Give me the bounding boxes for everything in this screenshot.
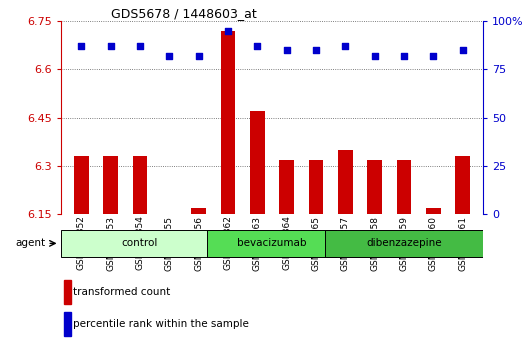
Point bbox=[224, 28, 232, 34]
Bar bbox=[397, 160, 411, 214]
Bar bbox=[221, 31, 235, 214]
Bar bbox=[426, 208, 440, 214]
Text: agent: agent bbox=[15, 238, 45, 249]
Point bbox=[341, 44, 350, 49]
FancyBboxPatch shape bbox=[325, 230, 483, 257]
Text: bevacizumab: bevacizumab bbox=[237, 238, 307, 249]
FancyBboxPatch shape bbox=[61, 230, 219, 257]
Bar bbox=[338, 150, 353, 214]
Point bbox=[400, 53, 408, 59]
Point bbox=[194, 53, 203, 59]
FancyBboxPatch shape bbox=[208, 230, 336, 257]
Bar bbox=[103, 156, 118, 214]
Text: GDS5678 / 1448603_at: GDS5678 / 1448603_at bbox=[111, 7, 257, 20]
Point bbox=[253, 44, 261, 49]
Bar bbox=[64, 280, 71, 304]
Bar bbox=[279, 160, 294, 214]
Bar bbox=[367, 160, 382, 214]
Point bbox=[136, 44, 144, 49]
Point bbox=[429, 53, 438, 59]
Bar bbox=[250, 111, 265, 214]
Point bbox=[165, 53, 174, 59]
Bar bbox=[308, 160, 323, 214]
Point bbox=[312, 47, 320, 53]
Point bbox=[106, 44, 115, 49]
Bar bbox=[133, 156, 147, 214]
Bar bbox=[455, 156, 470, 214]
Point bbox=[77, 44, 86, 49]
Point bbox=[458, 47, 467, 53]
Text: transformed count: transformed count bbox=[73, 287, 171, 297]
Text: dibenzazepine: dibenzazepine bbox=[366, 238, 442, 249]
Bar bbox=[74, 156, 89, 214]
Text: percentile rank within the sample: percentile rank within the sample bbox=[73, 319, 249, 329]
Point bbox=[282, 47, 291, 53]
Point bbox=[370, 53, 379, 59]
Bar bbox=[191, 208, 206, 214]
Text: control: control bbox=[122, 238, 158, 249]
Bar bbox=[64, 312, 71, 336]
